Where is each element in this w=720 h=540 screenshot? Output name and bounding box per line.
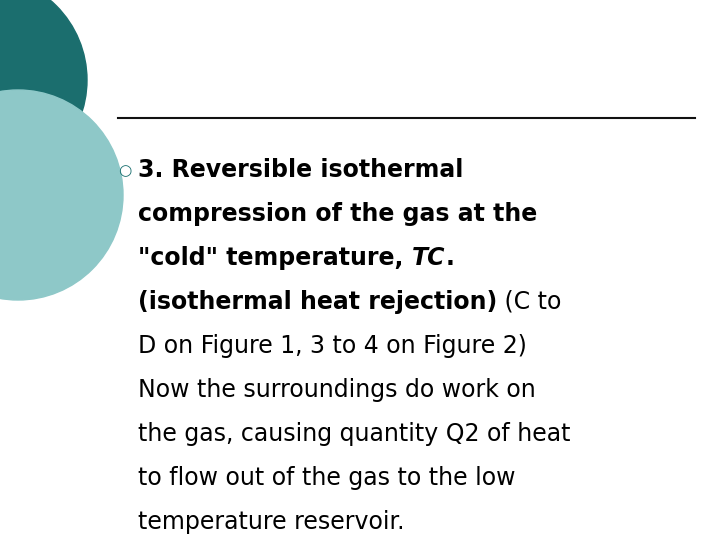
Text: "cold" temperature,: "cold" temperature, (138, 246, 412, 270)
Text: to flow out of the gas to the low: to flow out of the gas to the low (138, 466, 516, 490)
Text: TC: TC (412, 246, 445, 270)
Text: Now the surroundings do work on: Now the surroundings do work on (138, 378, 536, 402)
Text: ○: ○ (118, 163, 131, 178)
Text: the gas, causing quantity Q2 of heat: the gas, causing quantity Q2 of heat (138, 422, 570, 446)
Text: D on Figure 1, 3 to 4 on Figure 2): D on Figure 1, 3 to 4 on Figure 2) (138, 334, 527, 358)
Text: compression of the gas at the: compression of the gas at the (138, 202, 537, 226)
Circle shape (0, 0, 87, 185)
Text: temperature reservoir.: temperature reservoir. (138, 510, 405, 534)
Text: (C to: (C to (498, 290, 562, 314)
Circle shape (0, 90, 123, 300)
Text: .: . (445, 246, 454, 270)
Text: (isothermal heat rejection): (isothermal heat rejection) (138, 290, 498, 314)
Text: 3. Reversible isothermal: 3. Reversible isothermal (138, 158, 464, 182)
